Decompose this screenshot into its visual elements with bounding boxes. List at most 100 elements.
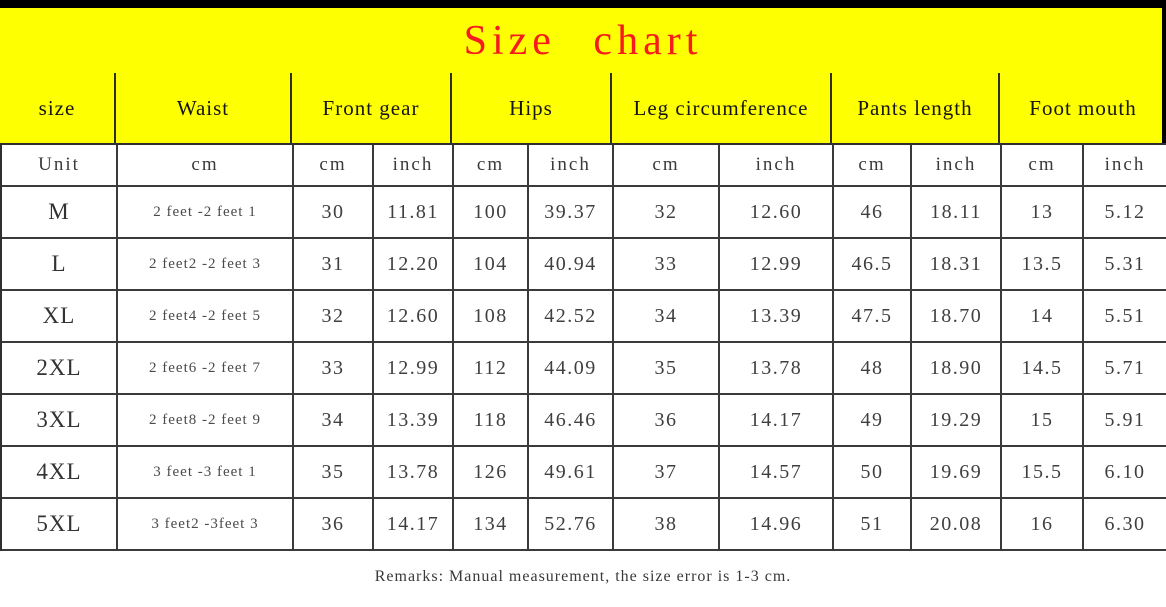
size-table: Unit cm cm inch cm inch cm inch cm inch … <box>0 143 1166 551</box>
value-cell: 50 <box>834 447 912 499</box>
value-cell: 2 feet2 -2 feet 3 <box>118 239 294 291</box>
value-cell: 14.5 <box>1002 343 1084 395</box>
value-cell: 36 <box>294 499 374 551</box>
value-cell: 42.52 <box>529 291 614 343</box>
value-cell: 12.60 <box>374 291 454 343</box>
value-cell: 30 <box>294 187 374 239</box>
unit-cell: cm <box>118 145 294 187</box>
value-cell: 12.20 <box>374 239 454 291</box>
value-cell: 18.90 <box>912 343 1002 395</box>
value-cell: 2 feet -2 feet 1 <box>118 187 294 239</box>
value-cell: 20.08 <box>912 499 1002 551</box>
value-cell: 5.71 <box>1084 343 1166 395</box>
unit-cell: cm <box>614 145 720 187</box>
value-cell: 3 feet -3 feet 1 <box>118 447 294 499</box>
value-cell: 12.60 <box>720 187 834 239</box>
top-border-bar <box>0 0 1166 8</box>
value-cell: 13.78 <box>374 447 454 499</box>
value-cell: 6.30 <box>1084 499 1166 551</box>
value-cell: 6.10 <box>1084 447 1166 499</box>
value-cell: 46.5 <box>834 239 912 291</box>
value-cell: 112 <box>454 343 529 395</box>
size-label: 5XL <box>2 499 118 551</box>
unit-cell: inch <box>1084 145 1166 187</box>
value-cell: 126 <box>454 447 529 499</box>
value-cell: 18.70 <box>912 291 1002 343</box>
value-cell: 13 <box>1002 187 1084 239</box>
header-size: size <box>0 73 116 143</box>
value-cell: 34 <box>614 291 720 343</box>
value-cell: 39.37 <box>529 187 614 239</box>
value-cell: 134 <box>454 499 529 551</box>
value-cell: 51 <box>834 499 912 551</box>
column-group-header-row: size Waist Front gear Hips Leg circumfer… <box>0 73 1166 143</box>
value-cell: 2 feet8 -2 feet 9 <box>118 395 294 447</box>
value-cell: 108 <box>454 291 529 343</box>
value-cell: 13.5 <box>1002 239 1084 291</box>
value-cell: 104 <box>454 239 529 291</box>
unit-cell: inch <box>912 145 1002 187</box>
value-cell: 100 <box>454 187 529 239</box>
value-cell: 14.57 <box>720 447 834 499</box>
value-cell: 33 <box>614 239 720 291</box>
value-cell: 118 <box>454 395 529 447</box>
value-cell: 16 <box>1002 499 1084 551</box>
value-cell: 3 feet2 -3feet 3 <box>118 499 294 551</box>
size-label: 3XL <box>2 395 118 447</box>
value-cell: 49.61 <box>529 447 614 499</box>
value-cell: 13.39 <box>720 291 834 343</box>
value-cell: 46.46 <box>529 395 614 447</box>
size-label: 2XL <box>2 343 118 395</box>
size-label: L <box>2 239 118 291</box>
unit-cell: inch <box>720 145 834 187</box>
header-waist: Waist <box>116 73 292 143</box>
unit-cell: inch <box>529 145 614 187</box>
value-cell: 11.81 <box>374 187 454 239</box>
unit-cell: cm <box>454 145 529 187</box>
value-cell: 15.5 <box>1002 447 1084 499</box>
header-foot-mouth: Foot mouth <box>1029 95 1137 120</box>
value-cell: 32 <box>294 291 374 343</box>
value-cell: 35 <box>614 343 720 395</box>
unit-cell: Unit <box>2 145 118 187</box>
value-cell: 18.11 <box>912 187 1002 239</box>
value-cell: 13.39 <box>374 395 454 447</box>
header-front-gear: Front gear <box>292 73 452 143</box>
remarks-text: Remarks: Manual measurement, the size er… <box>374 568 792 585</box>
unit-cell: cm <box>294 145 374 187</box>
right-border-bar <box>1162 0 1166 143</box>
value-cell: 37 <box>614 447 720 499</box>
value-cell: 12.99 <box>720 239 834 291</box>
value-cell: 36 <box>614 395 720 447</box>
size-label: XL <box>2 291 118 343</box>
value-cell: 38 <box>614 499 720 551</box>
value-cell: 19.29 <box>912 395 1002 447</box>
value-cell: 2 feet4 -2 feet 5 <box>118 291 294 343</box>
value-cell: 5.31 <box>1084 239 1166 291</box>
size-label: 4XL <box>2 447 118 499</box>
unit-cell: cm <box>834 145 912 187</box>
value-cell: 48 <box>834 343 912 395</box>
value-cell: 52.76 <box>529 499 614 551</box>
header-hips: Hips <box>452 73 612 143</box>
value-cell: 31 <box>294 239 374 291</box>
value-cell: 44.09 <box>529 343 614 395</box>
header-pants-length: Pants length <box>832 73 1000 143</box>
value-cell: 49 <box>834 395 912 447</box>
value-cell: 14.17 <box>720 395 834 447</box>
value-cell: 34 <box>294 395 374 447</box>
value-cell: 40.94 <box>529 239 614 291</box>
value-cell: 12.99 <box>374 343 454 395</box>
value-cell: 2 feet6 -2 feet 7 <box>118 343 294 395</box>
unit-cell: inch <box>374 145 454 187</box>
value-cell: 32 <box>614 187 720 239</box>
size-chart-title: Size chart <box>463 17 703 64</box>
value-cell: 33 <box>294 343 374 395</box>
value-cell: 5.91 <box>1084 395 1166 447</box>
title-row: Size chart <box>0 8 1166 73</box>
size-label: M <box>2 187 118 239</box>
value-cell: 5.51 <box>1084 291 1166 343</box>
value-cell: 14.96 <box>720 499 834 551</box>
value-cell: 47.5 <box>834 291 912 343</box>
